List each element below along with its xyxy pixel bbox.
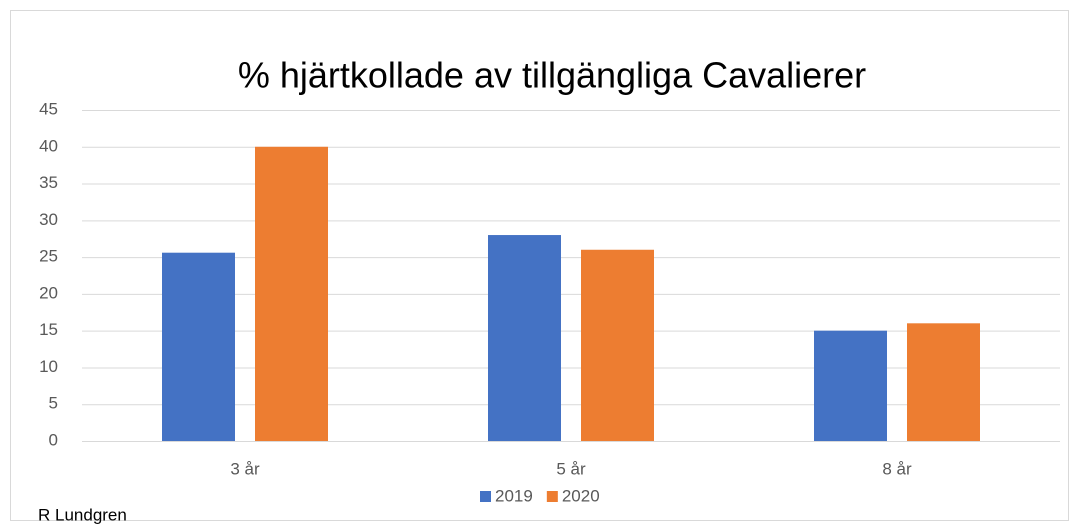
y-tick-label: 40 [39,136,58,155]
legend-label: 2019 [495,486,533,505]
y-tick-label: 5 [49,394,58,413]
legend-swatch [546,491,558,502]
legend-swatch [480,491,491,502]
y-tick-label: 0 [49,430,58,449]
bar [488,235,561,441]
bar [581,249,654,441]
y-tick-label: 15 [39,320,58,339]
chart-title: % hjärtkollade av tillgängliga Cavaliere… [238,55,866,96]
y-tick-label: 35 [39,173,58,192]
x-tick-label: 8 år [882,459,912,478]
bar [162,252,235,441]
x-tick-label: 3 år [230,459,260,478]
y-tick-label: 10 [39,357,58,376]
bar [907,323,980,441]
x-tick-label: 5 år [556,459,586,478]
bar [814,330,887,441]
legend-label: 2020 [562,486,600,505]
y-tick-label: 25 [39,247,58,266]
annotation: R Lundgren [38,505,127,524]
bar [255,146,328,441]
y-tick-label: 45 [39,99,58,118]
y-tick-label: 30 [39,210,58,229]
y-tick-label: 20 [39,283,58,302]
